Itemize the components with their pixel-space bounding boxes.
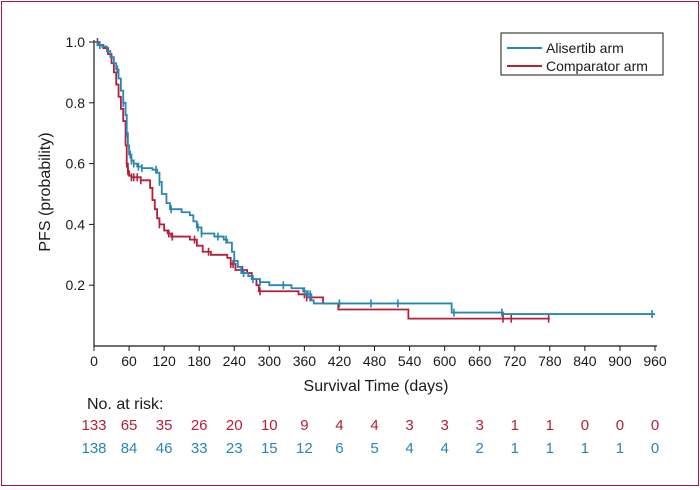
x-tick-label: 240 (223, 353, 247, 369)
risk-count-alisertib: 1 (616, 440, 624, 457)
x-tick-label: 600 (433, 353, 457, 369)
y-tick-label: 0.2 (66, 277, 86, 293)
legend: Alisertib arm Comparator arm (500, 32, 664, 76)
risk-count-alisertib: 6 (335, 440, 343, 457)
y-tick-label: 1.0 (66, 34, 86, 50)
x-tick-label: 780 (538, 353, 562, 369)
risk-count-alisertib: 2 (476, 440, 484, 457)
y-tick-label: 0.4 (66, 216, 86, 232)
x-tick-label: 720 (503, 353, 527, 369)
risk-count-comparator: 65 (121, 417, 138, 434)
risk-count-comparator: 133 (81, 417, 106, 434)
x-axis-title: Survival Time (days) (304, 378, 449, 395)
risk-count-alisertib: 33 (191, 440, 208, 457)
risk-count-comparator: 3 (476, 417, 484, 434)
risk-count-alisertib: 1 (546, 440, 554, 457)
risk-count-alisertib: 1 (511, 440, 519, 457)
risk-count-alisertib: 15 (261, 440, 278, 457)
x-tick-label: 660 (468, 353, 492, 369)
x-tick-label: 420 (328, 353, 352, 369)
axes: 0 60 120 180 240 300 360 420 480 540 600 660 720 780 8… (66, 34, 667, 369)
legend-box (500, 32, 664, 76)
x-tick-label: 480 (363, 353, 387, 369)
risk-count-comparator: 0 (651, 417, 659, 434)
risk-count-alisertib: 5 (370, 440, 378, 457)
risk-count-alisertib: 46 (156, 440, 173, 457)
risk-count-comparator: 20 (226, 417, 243, 434)
risk-count-comparator: 9 (300, 417, 308, 434)
risk-count-comparator: 1 (546, 417, 554, 434)
x-tick-label: 960 (643, 353, 667, 369)
risk-count-alisertib: 138 (81, 440, 106, 457)
x-tick-label: 840 (573, 353, 597, 369)
series-layer (94, 38, 655, 323)
risk-count-alisertib: 12 (296, 440, 313, 457)
risk-count-comparator: 35 (156, 417, 173, 434)
risk-table-label: No. at risk: (87, 396, 163, 413)
legend-label-comparator: Comparator arm (546, 58, 648, 74)
x-tick-label: 60 (121, 353, 137, 369)
risk-count-comparator: 1 (511, 417, 519, 434)
x-tick-label: 300 (258, 353, 282, 369)
risk-count-alisertib: 23 (226, 440, 243, 457)
x-tick-label: 0 (90, 353, 98, 369)
risk-count-comparator: 3 (405, 417, 413, 434)
risk-count-comparator: 3 (440, 417, 448, 434)
risk-count-alisertib: 1 (581, 440, 589, 457)
x-tick-label: 120 (152, 353, 176, 369)
risk-count-comparator: 10 (261, 417, 278, 434)
y-tick-label: 0.6 (66, 156, 86, 172)
x-tick-label: 540 (398, 353, 422, 369)
risk-count-comparator: 4 (335, 417, 343, 434)
risk-count-comparator: 26 (191, 417, 208, 434)
series-line-comparator (94, 41, 550, 320)
risk-count-alisertib: 0 (651, 440, 659, 457)
risk-count-alisertib: 4 (405, 440, 413, 457)
risk-count-alisertib: 84 (121, 440, 138, 457)
legend-label-alisertib: Alisertib arm (546, 40, 624, 56)
y-axis-title: PFS (probability) (37, 132, 54, 251)
risk-count-comparator: 4 (370, 417, 378, 434)
x-tick-label: 900 (608, 353, 632, 369)
x-tick-label: 360 (293, 353, 317, 369)
risk-count-alisertib: 4 (440, 440, 448, 457)
series-line-alisertib (94, 41, 655, 315)
risk-count-comparator: 0 (581, 417, 589, 434)
x-tick-label: 180 (188, 353, 212, 369)
risk-count-comparator: 0 (616, 417, 624, 434)
y-tick-label: 0.8 (66, 95, 86, 111)
